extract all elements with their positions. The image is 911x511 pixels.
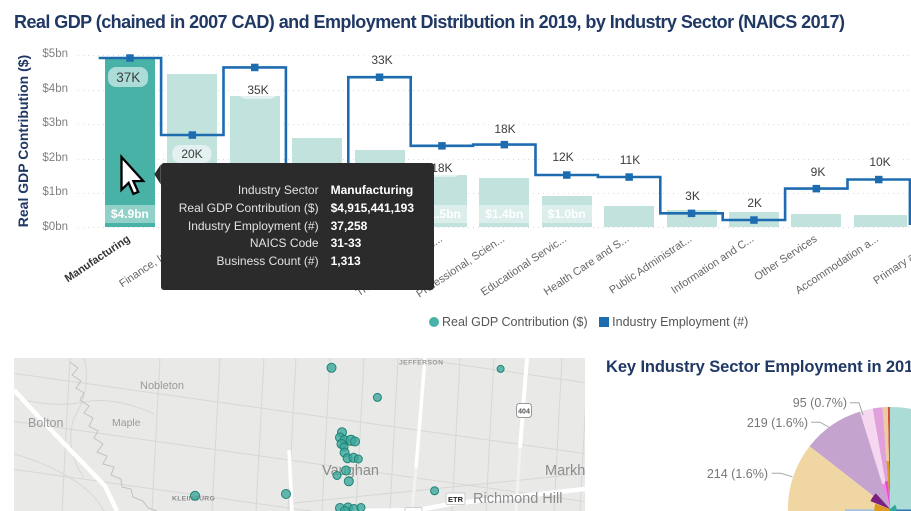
svg-text:ETR: ETR bbox=[448, 495, 464, 504]
svg-text:Maple: Maple bbox=[112, 417, 141, 429]
svg-text:95 (0.7%): 95 (0.7%) bbox=[793, 396, 847, 410]
svg-text:JEFFERSON: JEFFERSON bbox=[399, 360, 443, 367]
svg-text:404: 404 bbox=[518, 409, 530, 416]
svg-text:Richmond Hill: Richmond Hill bbox=[473, 491, 562, 507]
svg-text:214 (1.6%): 214 (1.6%) bbox=[707, 467, 768, 481]
svg-text:Bolton: Bolton bbox=[28, 416, 63, 430]
svg-text:Markham: Markham bbox=[545, 463, 585, 479]
svg-text:219 (1.6%): 219 (1.6%) bbox=[747, 416, 808, 430]
svg-text:Nobleton: Nobleton bbox=[140, 380, 184, 392]
